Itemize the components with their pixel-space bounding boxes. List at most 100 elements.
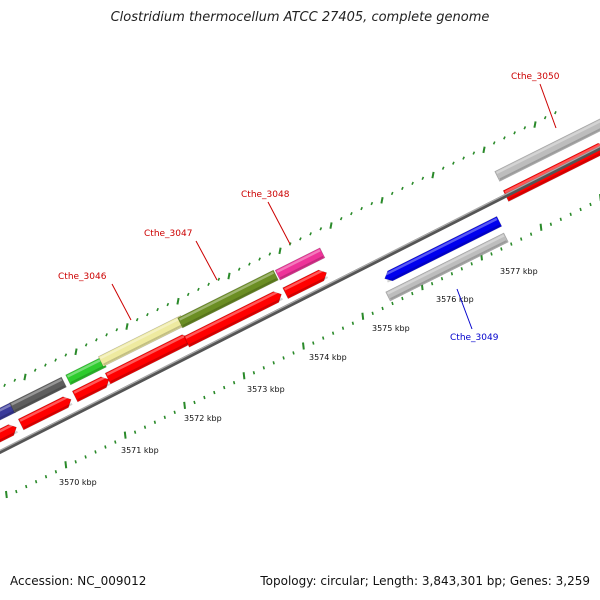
lower-tick	[589, 202, 592, 207]
upper-tick	[472, 151, 476, 155]
gene-label-text: Cthe_3048	[241, 190, 290, 200]
lower-tick	[549, 222, 553, 226]
gene-label-cthe-3050[interactable]: Cthe_3050	[511, 72, 560, 129]
gene-label-cthe-3046[interactable]: Cthe_3046	[58, 272, 132, 321]
upper-tick	[217, 277, 221, 281]
lower-tick	[252, 371, 256, 375]
upper-tick	[533, 121, 537, 128]
upper-tick-track	[3, 110, 557, 387]
lower-tick	[411, 291, 414, 296]
lower-tick	[559, 217, 562, 222]
lower-tick	[361, 312, 365, 320]
gene-label-cthe-3047[interactable]: Cthe_3047	[144, 229, 218, 281]
gene-block-blue[interactable]	[382, 216, 503, 283]
upper-tick	[370, 201, 374, 206]
cds-red[interactable]	[0, 422, 19, 447]
upper-tick	[492, 141, 496, 145]
upper-tick	[503, 136, 506, 140]
gene-label-cthe-3048[interactable]: Cthe_3048	[241, 190, 291, 245]
lower-tick	[529, 232, 533, 236]
upper-tick	[248, 262, 251, 266]
gene-block-olive[interactable]	[177, 269, 279, 329]
upper-tick	[33, 368, 37, 372]
lower-tick	[223, 385, 226, 390]
gene-block-navy[interactable]	[0, 401, 17, 425]
lower-tick	[470, 262, 473, 266]
lower-tick	[173, 410, 176, 415]
cds-red[interactable]	[183, 289, 284, 348]
upper-tick	[197, 287, 200, 292]
lower-tick	[579, 207, 582, 212]
lower-tick	[371, 311, 374, 316]
lower-tick-track	[5, 194, 600, 499]
leader-line	[267, 201, 291, 245]
lower-tick	[114, 440, 117, 444]
lower-tick	[203, 395, 206, 400]
upper-tick	[105, 333, 108, 337]
gene-block-darkgrey[interactable]	[9, 376, 67, 414]
upper-tick	[237, 267, 241, 271]
upper-tick	[452, 161, 455, 165]
lower-tick	[272, 361, 275, 365]
lower-tick	[539, 223, 543, 231]
upper-tick	[390, 191, 394, 196]
upper-tick	[23, 373, 27, 381]
upper-tick	[146, 312, 149, 317]
upper-tick	[64, 353, 68, 357]
upper-tick	[431, 171, 435, 179]
tick-label: 3571 kbp	[121, 446, 159, 455]
upper-tick	[288, 242, 292, 246]
upper-tick	[513, 131, 516, 135]
lower-tick	[430, 281, 434, 286]
upper-tick	[176, 297, 180, 305]
lower-tick	[123, 431, 127, 439]
lower-tick	[292, 351, 295, 355]
gene-block-grey-mid[interactable]	[385, 232, 509, 302]
leader-line	[111, 283, 132, 321]
gene-label-text: Cthe_3046	[58, 272, 107, 282]
genome-backbone	[0, 145, 600, 455]
gene-label-group: Cthe_3046 Cthe_3047 Cthe_3048 Cthe_3050 Cthe…	[58, 72, 560, 343]
lower-tick	[450, 272, 454, 276]
upper-tick	[44, 363, 47, 367]
lower-tick	[569, 212, 572, 217]
upper-tick	[401, 186, 404, 191]
upper-tick	[380, 196, 384, 204]
lower-tick	[94, 450, 97, 454]
tick-label: 3576 kbp	[436, 295, 474, 304]
lower-tick	[153, 420, 157, 424]
upper-tick	[329, 222, 333, 229]
upper-tick	[543, 116, 547, 120]
upper-tick	[227, 272, 231, 280]
upper-tick	[156, 307, 159, 312]
gene-block-magenta[interactable]	[274, 247, 326, 281]
lower-tick	[262, 366, 265, 370]
upper-tick	[411, 181, 414, 186]
lower-tick	[183, 401, 186, 410]
gene-block-green[interactable]	[65, 356, 107, 386]
tick-label: 3577 kbp	[500, 267, 538, 276]
lower-tick	[312, 341, 315, 345]
gene-block-khaki[interactable]	[97, 315, 187, 367]
lower-tick	[282, 356, 285, 360]
upper-tick	[3, 383, 6, 387]
gene-label-cthe-3049[interactable]: Cthe_3049	[450, 288, 499, 343]
upper-tick	[319, 227, 323, 231]
upper-tick	[166, 302, 170, 307]
cds-red[interactable]	[282, 267, 330, 300]
lower-tick	[322, 336, 325, 340]
upper-tick	[482, 146, 486, 154]
cds-red[interactable]	[71, 374, 111, 403]
lower-tick	[213, 390, 216, 395]
lower-tick	[133, 430, 137, 434]
lower-tick	[351, 321, 355, 325]
cds-red[interactable]	[17, 394, 73, 431]
gene-label-text: Cthe_3049	[450, 333, 499, 343]
upper-tick	[95, 338, 98, 342]
upper-tick	[186, 292, 190, 297]
cds-red[interactable]	[104, 332, 193, 385]
gene-block-grey-right[interactable]	[494, 118, 600, 182]
lower-tick	[163, 415, 166, 420]
backbone-line	[0, 145, 600, 455]
